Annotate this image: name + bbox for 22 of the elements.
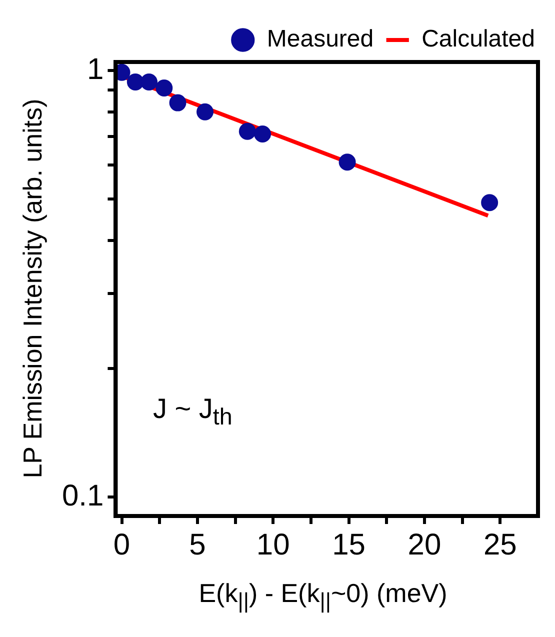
x-tick-label: 10 [256, 528, 290, 562]
legend-label: Measured [266, 26, 374, 53]
point [238, 122, 256, 140]
x-tick-label: 25 [483, 528, 517, 562]
y-tick-label: 1 [87, 52, 104, 86]
y-axis-title: LP Emission Intensity (arb. units) [18, 98, 48, 478]
point [338, 154, 356, 171]
annotation: J ~ J$_{th}$ [153, 393, 232, 431]
point [169, 94, 186, 112]
x-tick-label: 0 [113, 528, 130, 562]
x-axis-title: E(k$_{||}$) - E(k$_{||}$~0) (meV) [198, 578, 448, 614]
point [254, 125, 272, 142]
point [481, 194, 498, 212]
x-tick-label: 5 [189, 528, 206, 562]
x-tick-label: 20 [408, 528, 442, 562]
x-tick-label: 15 [332, 528, 366, 562]
y-tick-label: 0.1 [62, 479, 104, 512]
point [140, 73, 158, 90]
point [196, 103, 214, 120]
legend-label: Calculated [422, 26, 536, 53]
point [156, 79, 173, 96]
point [126, 73, 144, 90]
